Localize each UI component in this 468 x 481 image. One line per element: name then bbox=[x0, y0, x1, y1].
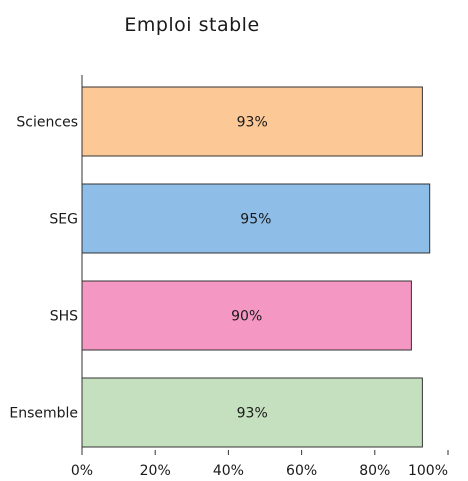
bar-sciences bbox=[81, 86, 423, 157]
x-axis-ticks: 0% 20% 40% 60% 80% 100% bbox=[71, 450, 449, 479]
data-label: 90% bbox=[231, 309, 262, 325]
bars-group: Sciences 93% SEG 95% SHS 90% Ensemble 93% bbox=[9, 86, 431, 448]
bar-seg bbox=[81, 183, 431, 254]
bar-ensemble bbox=[81, 377, 423, 448]
chart-title: Emploi stable bbox=[124, 14, 259, 36]
category-label: SEG bbox=[49, 212, 78, 228]
data-label: 95% bbox=[240, 212, 271, 228]
bar-shs bbox=[81, 280, 412, 351]
x-tick-label: 80% bbox=[359, 463, 390, 479]
category-label: SHS bbox=[50, 309, 78, 325]
category-label: Ensemble bbox=[9, 406, 78, 422]
data-label: 93% bbox=[237, 406, 268, 422]
x-tick-label: 0% bbox=[71, 463, 93, 479]
x-tick-label: 20% bbox=[140, 463, 171, 479]
data-label: 93% bbox=[237, 115, 268, 131]
x-tick-label: 40% bbox=[213, 463, 244, 479]
category-label: Sciences bbox=[16, 115, 78, 131]
x-tick-label: 60% bbox=[286, 463, 317, 479]
x-tick-label: 100% bbox=[408, 463, 448, 479]
